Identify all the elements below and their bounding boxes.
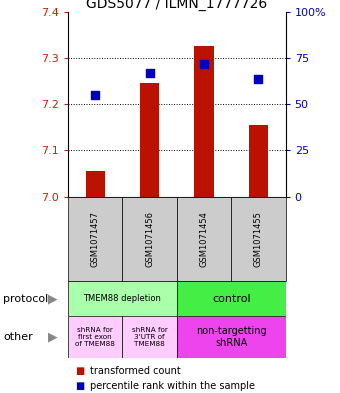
Bar [194, 46, 214, 196]
Text: shRNA for
3'UTR of
TMEM88: shRNA for 3'UTR of TMEM88 [132, 327, 168, 347]
Text: TMEM88 depletion: TMEM88 depletion [83, 294, 162, 303]
Bar [249, 125, 268, 196]
Bar [122, 196, 177, 281]
Title: GDS5077 / ILMN_1777726: GDS5077 / ILMN_1777726 [86, 0, 268, 11]
Text: ■: ■ [75, 366, 84, 376]
Bar [68, 316, 122, 358]
Point [256, 75, 261, 82]
Text: protocol: protocol [3, 294, 49, 304]
Text: transformed count: transformed count [90, 366, 181, 376]
Text: ■: ■ [75, 381, 84, 391]
Bar [68, 281, 177, 316]
Bar [140, 83, 159, 196]
Text: GSM1071454: GSM1071454 [200, 211, 208, 267]
Text: GSM1071455: GSM1071455 [254, 211, 263, 267]
Text: ▶: ▶ [48, 292, 57, 305]
Text: other: other [3, 332, 33, 342]
Bar [177, 281, 286, 316]
Bar [68, 196, 122, 281]
Bar [86, 171, 105, 196]
Bar [177, 316, 286, 358]
Bar [177, 196, 231, 281]
Text: shRNA for
first exon
of TMEM88: shRNA for first exon of TMEM88 [75, 327, 115, 347]
Bar [231, 196, 286, 281]
Text: GSM1071456: GSM1071456 [145, 211, 154, 267]
Text: ▶: ▶ [48, 331, 57, 343]
Point [147, 70, 152, 76]
Text: percentile rank within the sample: percentile rank within the sample [90, 381, 255, 391]
Text: non-targetting
shRNA: non-targetting shRNA [196, 326, 267, 348]
Bar [122, 316, 177, 358]
Text: GSM1071457: GSM1071457 [91, 211, 100, 267]
Point [201, 61, 207, 67]
Point [92, 92, 98, 98]
Text: control: control [212, 294, 251, 304]
